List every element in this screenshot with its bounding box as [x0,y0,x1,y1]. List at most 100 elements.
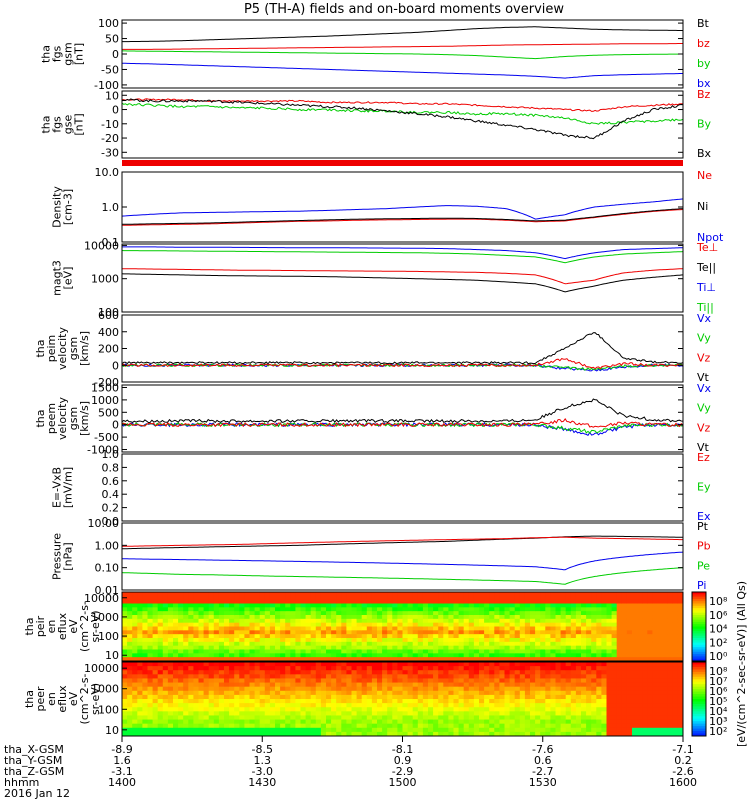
heatmap-cell [489,711,495,716]
heatmap-cell [453,657,460,662]
heatmap-cell [479,727,485,733]
heatmap-cell [581,607,587,612]
colorbar-cell [692,628,706,632]
heatmap-cell [433,641,439,647]
heatmap-cell [642,694,648,700]
heatmap-cell [382,715,388,721]
heatmap-cell [326,641,332,647]
heatmap-cell [519,703,526,708]
heatmap-cell [132,618,138,624]
heatmap-cell [326,599,332,604]
heatmap-cell [453,699,460,704]
heatmap-cell [188,607,194,612]
heatmap-cell [259,607,266,612]
heatmap-cell [331,603,337,608]
heatmap-cell [336,711,342,716]
heatmap-cell [264,645,271,650]
heatmap-cell [142,719,148,725]
heatmap-cell [254,618,261,624]
heatmap-cell [198,731,205,737]
heatmap-cell [310,690,317,696]
heatmap-cell [484,674,490,679]
heatmap-cell [677,711,684,716]
heatmap-cell [351,615,358,620]
hhmm-label: 1500 [389,776,417,789]
heatmap-cell [667,618,674,624]
heatmap-cell [152,703,159,708]
series-line-Vt [121,332,684,365]
heatmap-cell [402,666,409,671]
heatmap-cell [157,611,164,616]
heatmap-cell [382,727,388,733]
heatmap-cell [229,674,235,679]
heatmap-cell [244,649,250,654]
heatmap-cell [677,674,684,679]
heatmap-cell [127,715,133,721]
heatmap-cell [167,592,174,597]
heatmap-cell [382,599,388,604]
heatmap-cell [402,611,409,616]
heatmap-cell [320,611,327,616]
heatmap-cell [626,707,633,712]
heatmap-cell [616,592,623,597]
heatmap-cell [218,611,225,616]
heatmap-cell [463,599,470,604]
heatmap-cell [565,662,572,667]
heatmap-cell [264,727,271,733]
colorbar-cell [692,608,706,611]
heatmap-cell [213,727,220,733]
heatmap-cell [178,682,184,688]
heatmap-cell [203,670,210,675]
heatmap-cell [392,611,398,616]
heatmap-cell [254,662,261,667]
heatmap-cell [402,711,409,716]
heatmap-cell [203,638,210,643]
heatmap-cell [448,657,454,662]
heatmap-cell [285,634,291,639]
heatmap-cell [295,731,301,737]
heatmap-cell [336,666,342,671]
heatmap-cell [366,662,373,667]
heatmap-cell [596,592,602,597]
heatmap-cell [132,630,138,635]
heatmap-cell [208,699,215,704]
heatmap-cell [188,595,194,601]
heatmap-cell [361,699,368,704]
heatmap-cell [275,657,281,662]
heatmap-cell [407,653,414,658]
heatmap-cell [137,615,143,620]
heatmap-cell [560,626,567,631]
heatmap-cell [127,634,133,639]
heatmap-cell [290,622,296,627]
panel-frame [121,314,684,383]
heatmap-cell [147,682,154,688]
heatmap-cell [142,662,148,667]
heatmap-cell [331,638,337,643]
heatmap-cell [468,711,475,716]
heatmap-cell [392,638,398,643]
heatmap-cell [127,690,133,696]
heatmap-cell [239,630,245,635]
heatmap-cell [637,690,643,696]
heatmap-cell [173,670,179,675]
heatmap-cell [407,595,414,601]
heatmap-cell [642,607,648,612]
heatmap-cell [601,727,607,733]
heatmap-cell [122,622,128,627]
heatmap-cell [586,634,592,639]
heatmap-cell [162,657,169,662]
heatmap-cell [489,618,495,624]
heatmap-cell [438,626,444,631]
heatmap-cell [509,630,516,635]
colorbar-cell [692,674,706,678]
heatmap-cell [642,662,648,667]
heatmap-cell [677,703,684,708]
heatmap-cell [244,607,250,612]
heatmap-cell [616,711,623,716]
heatmap-cell [632,662,638,667]
heatmap-cell [326,630,332,635]
heatmap-cell [167,611,174,616]
heatmap-cell [295,707,301,712]
heatmap-cell [596,603,602,608]
heatmap-cell [586,611,592,616]
